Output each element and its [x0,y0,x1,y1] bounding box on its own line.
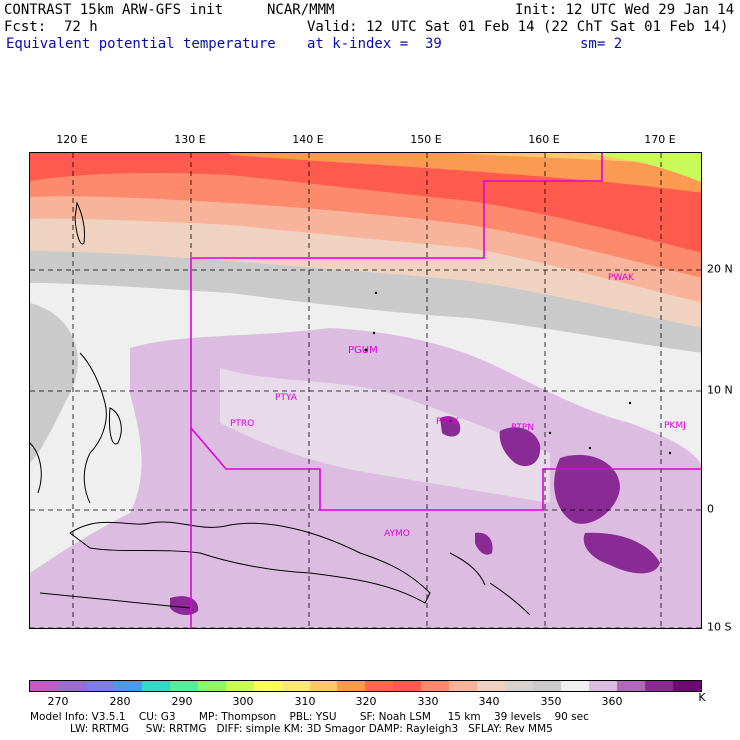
core-ptpn [499,427,541,467]
coast-philippines [79,352,107,504]
colorbar-label: 330 [417,695,439,708]
colorbar-label: 340 [478,695,500,708]
colorbar-swatch [644,681,673,691]
colorbar-label: 300 [232,695,254,708]
lon-label-160e: 160 E [528,133,560,146]
colorbar-swatch [141,681,170,691]
model-title: CONTRAST 15km ARW-GFS init [4,2,224,18]
institution-label: NCAR/MMM [267,2,335,18]
band-355-gap [220,368,550,503]
colorbar [29,680,702,692]
band-west-350 [30,303,78,463]
colorbar-swatch [309,681,338,691]
init-time: Init: 12 UTC Wed 29 Jan 14 [515,2,735,18]
valid-time: Valid: 12 UTC Sat 01 Feb 14 (22 ChT Sat … [307,19,729,35]
band-330 [30,153,701,253]
colorbar-swatch [421,681,450,691]
colorbar-swatch [505,681,534,691]
station-label: PWAK [608,273,634,283]
colorbar-swatch [85,681,114,691]
lon-label-170e: 170 E [644,133,676,146]
station-label: AYMO [384,529,410,539]
colorbar-label: 280 [109,695,131,708]
core-east [554,454,620,524]
colorbar-label: 270 [47,695,69,708]
lon-label-120e: 120 E [56,133,88,146]
colorbar-swatch [30,681,58,691]
colorbar-swatch [449,681,478,691]
coast-solomons [489,582,531,616]
station-label: PGUM [348,345,378,356]
station-label: PTYA [275,393,297,403]
station-label: PTKK [436,417,459,427]
lat-label-20n: 20 N [707,262,733,276]
colorbar-swatch [337,681,366,691]
core-southeast [583,532,660,574]
station-label: PKMJ [664,421,686,431]
colorbar-swatch [253,681,282,691]
theta-e-map: PGUM PTYA PTRO PTKK PTPN PKMJ PWAK AYMO [29,152,702,629]
coast-mindanao [109,407,122,445]
colorbar-swatch [365,681,394,691]
colorbar-label: 320 [355,695,377,708]
model-info-line1: Model Info: V3.5.1 CU: G3 MP: Thompson P… [30,711,589,723]
colorbar-swatch [57,681,86,691]
coast-new-ireland [449,552,486,586]
lat-label-10s: 10 S [707,620,732,634]
colorbar-swatch [533,681,562,691]
colorbar-swatch [197,681,226,691]
colorbar-swatch [169,681,198,691]
field-name: Equivalent potential temperature [6,36,276,52]
colorbar-swatch [589,681,618,691]
level-label: at k-index = 39 [307,36,442,52]
band-310 [590,153,701,183]
core-ptkk [440,416,461,437]
region-boundary-south [190,427,701,511]
lat-label-10n: 10 N [707,383,733,397]
smoothing-label: sm= 2 [580,36,623,52]
band-325 [30,153,701,193]
lon-label-140e: 140 E [292,133,324,146]
lat-label-equator: 0 [707,502,714,516]
region-boundary-north [190,153,603,628]
station-label: PTPN [511,423,535,433]
colorbar-swatch [281,681,310,691]
colorbar-swatch [225,681,254,691]
map-canvas [30,153,701,628]
colorbar-label: 310 [294,695,316,708]
lon-label-130e: 130 E [174,133,206,146]
forecast-label: Fcst: [4,19,47,35]
colorbar-swatch [672,681,701,691]
colorbar-label: 350 [540,695,562,708]
coast-new-guinea [69,521,431,604]
colorbar-swatch [113,681,142,691]
coast-taiwan [74,201,85,245]
core-south [475,532,493,555]
model-info-line2: LW: RRTMG SW: RRTMG DIFF: simple KM: 3D … [30,723,553,735]
coast-australia [39,592,191,609]
colorbar-unit: K [698,691,706,704]
colorbar-swatch [477,681,506,691]
colorbar-swatch [561,681,590,691]
colorbar-swatch [393,681,422,691]
colorbar-swatch [617,681,645,691]
lon-label-150e: 150 E [410,133,442,146]
colorbar-label: 290 [171,695,193,708]
station-label: PTRO [230,419,255,429]
colorbar-label: 360 [601,695,623,708]
coast-borneo [30,442,42,494]
island-dots [364,291,672,455]
forecast-hour: 72 h [64,19,98,35]
